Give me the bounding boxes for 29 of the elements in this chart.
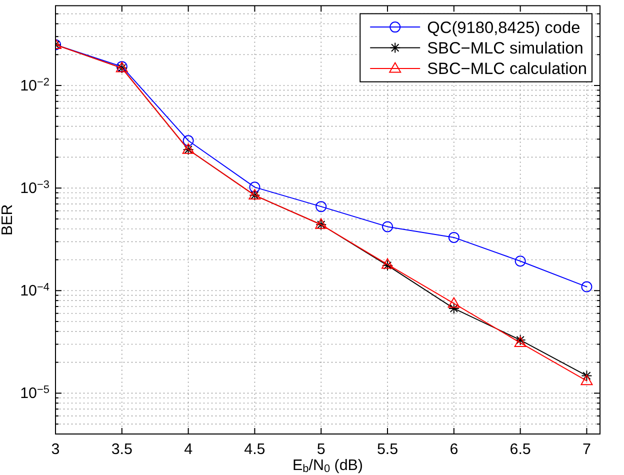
point — [448, 297, 460, 308]
x-tick-label: 4.5 — [244, 440, 266, 458]
legend-label: SBC−MLC simulation — [427, 39, 584, 58]
point — [316, 201, 327, 212]
point — [448, 302, 460, 314]
x-tick-label: 5.5 — [376, 440, 398, 458]
y-tick-label: 10$^{−4}$ — [20, 282, 50, 300]
y-tick-label: 10$^{−2}$ — [20, 76, 50, 94]
x-tick-label: 4 — [184, 440, 193, 458]
x-axis-title: E$_{b}$/N$_{0}$ (dB) — [292, 457, 363, 475]
point — [182, 135, 194, 146]
legend-label: SBC−MLC calculation — [427, 60, 587, 78]
y-axis-title: BER — [0, 204, 16, 236]
x-tick-label: 5 — [316, 440, 326, 458]
y-tick-label: 10$^{−3}$ — [20, 178, 50, 197]
legend-label: QC(9180,8425) code — [427, 18, 580, 37]
x-tick-label: 6 — [450, 440, 458, 458]
x-tick-label: 7 — [582, 440, 591, 458]
point — [581, 370, 592, 382]
x-tick-label: 3 — [51, 440, 60, 458]
point — [448, 232, 460, 243]
point — [580, 374, 593, 386]
point — [514, 256, 526, 267]
x-tick-label: 6.5 — [510, 440, 531, 458]
point — [382, 221, 394, 232]
x-tick-label: 3.5 — [111, 440, 132, 458]
point — [249, 182, 260, 193]
y-tick-label: 10$^{−5}$ — [20, 384, 50, 402]
point — [581, 281, 592, 292]
